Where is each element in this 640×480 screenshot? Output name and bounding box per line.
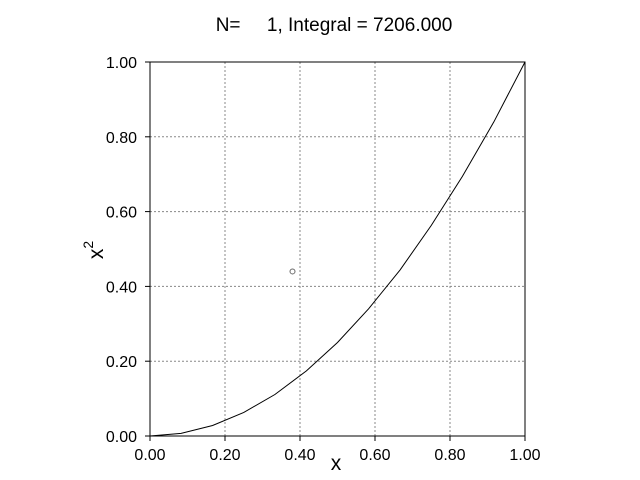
y-tick-label: 0.80 <box>106 130 137 147</box>
x-tick-label: 0.20 <box>209 447 240 464</box>
x-tick-label: 1.00 <box>509 447 540 464</box>
y-tick-label: 0.60 <box>106 205 137 222</box>
svg-text:x2: x2 <box>80 241 108 260</box>
y-axis-label: x2 <box>80 241 108 260</box>
axis-ticks: 0.00 0.20 0.40 0.60 0.80 1.00 0.00 0.20 0.40 0.60… <box>106 55 541 464</box>
y-tick-label: 1.00 <box>106 55 137 72</box>
x-tick-label: 0.60 <box>359 447 390 464</box>
y-tick-label: 0.20 <box>106 354 137 371</box>
y-tick-label: 0.00 <box>106 429 137 446</box>
x-axis-label: x <box>331 452 342 475</box>
series-line <box>149 61 526 437</box>
data-point <box>289 268 296 275</box>
plot-frame <box>149 61 526 437</box>
x-tick-label: 0.80 <box>434 447 465 464</box>
y-tick-label: 0.40 <box>106 279 137 296</box>
x-tick-label: 0.40 <box>284 447 315 464</box>
y-axis-label-base: x <box>85 248 108 259</box>
chart-title: N= 1, Integral = 7206.000 <box>216 15 453 36</box>
x-tick-label: 0.00 <box>134 447 165 464</box>
grid <box>150 62 525 436</box>
y-axis-label-sup: 2 <box>80 241 96 249</box>
series-group <box>149 61 526 437</box>
